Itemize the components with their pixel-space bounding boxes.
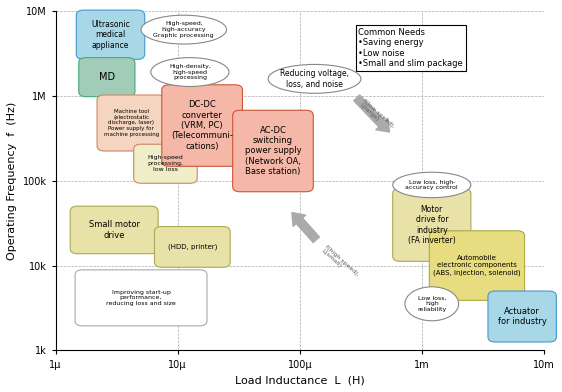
Text: f(high speed),
L(small): f(high speed), L(small) [320, 244, 360, 281]
Text: Motor
drive for
industry
(FA inverter): Motor drive for industry (FA inverter) [408, 205, 456, 245]
FancyBboxPatch shape [76, 10, 144, 59]
Text: MD: MD [99, 72, 115, 82]
Text: Machine tool
(electrostatic
discharge, laser)
Power supply for
machine processin: Machine tool (electrostatic discharge, l… [103, 109, 159, 137]
Text: Ultrasonic
medical
appliance: Ultrasonic medical appliance [91, 20, 130, 50]
FancyBboxPatch shape [75, 270, 207, 326]
Text: Automobile
electronic components
(ABS, injection, solenoid): Automobile electronic components (ABS, i… [433, 255, 521, 276]
Ellipse shape [393, 172, 471, 198]
Y-axis label: Operating Frequency  f  (Hz): Operating Frequency f (Hz) [7, 102, 17, 260]
FancyBboxPatch shape [97, 95, 165, 151]
Text: f(low speed),
L(large): f(low speed), L(large) [359, 98, 396, 134]
X-axis label: Load Inductance  L  (H): Load Inductance L (H) [235, 375, 365, 385]
FancyBboxPatch shape [429, 231, 524, 300]
Ellipse shape [151, 58, 229, 87]
FancyBboxPatch shape [79, 58, 135, 97]
FancyBboxPatch shape [134, 144, 197, 183]
Text: Reducing voltage,
loss, and noise: Reducing voltage, loss, and noise [280, 69, 349, 89]
Text: Common Needs
•Saving energy
•Low noise
•Small and slim package: Common Needs •Saving energy •Low noise •… [359, 28, 463, 68]
Ellipse shape [405, 287, 459, 321]
Text: DC-DC
converter
(VRM, PC)
(Telecommuni-
cations): DC-DC converter (VRM, PC) (Telecommuni- … [171, 100, 233, 151]
FancyBboxPatch shape [393, 188, 471, 261]
FancyBboxPatch shape [488, 291, 556, 342]
Text: High-speed
processing,
low loss: High-speed processing, low loss [147, 156, 183, 172]
Text: Low loss, high-
accuracy control: Low loss, high- accuracy control [405, 180, 458, 191]
Ellipse shape [141, 15, 226, 44]
FancyBboxPatch shape [233, 110, 313, 192]
Text: Improving start-up
performance,
reducing loss and size: Improving start-up performance, reducing… [106, 290, 176, 306]
Text: Low loss,
high
reliability: Low loss, high reliability [417, 296, 446, 312]
Text: High-density,
high-speed
processing: High-density, high-speed processing [169, 64, 211, 80]
Text: Small motor
drive: Small motor drive [89, 220, 140, 240]
FancyBboxPatch shape [162, 85, 242, 166]
FancyBboxPatch shape [70, 206, 158, 254]
Text: Actuator
for industry: Actuator for industry [498, 307, 547, 326]
Text: High-speed,
high-accuracy
Graphic processing: High-speed, high-accuracy Graphic proces… [153, 21, 214, 38]
Ellipse shape [268, 64, 361, 93]
FancyBboxPatch shape [155, 227, 230, 267]
Text: (HDD, printer): (HDD, printer) [167, 244, 217, 250]
Text: AC-DC
switching
power supply
(Network OA,
Base station): AC-DC switching power supply (Network OA… [244, 126, 301, 176]
